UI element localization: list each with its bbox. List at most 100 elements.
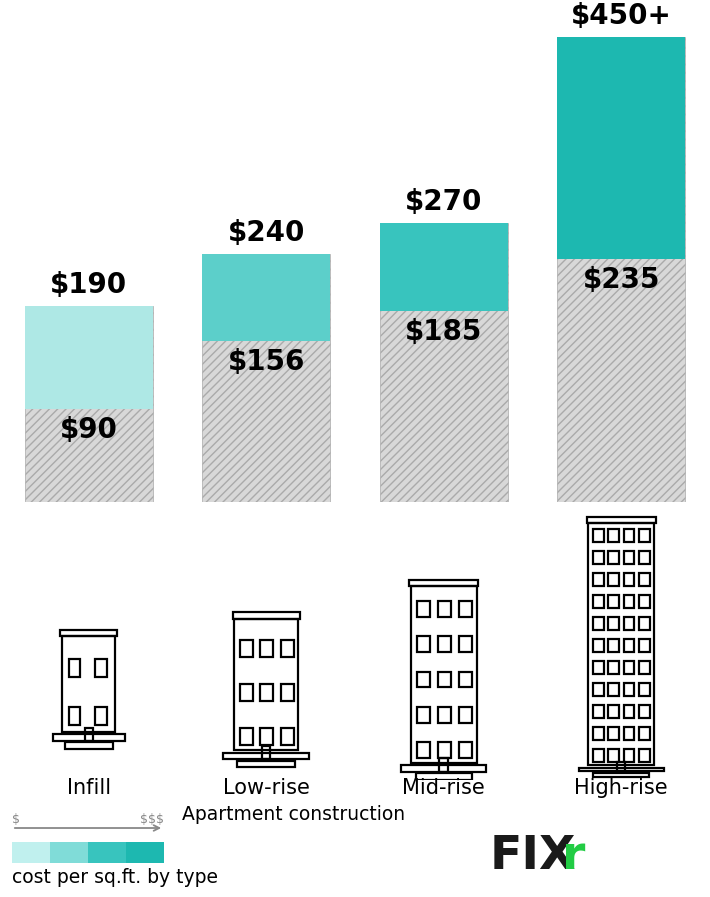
Bar: [623, 661, 635, 674]
Bar: [233, 612, 300, 619]
Bar: [62, 636, 115, 732]
Bar: [12, 841, 50, 863]
Bar: [60, 630, 117, 636]
Bar: [593, 529, 604, 542]
Bar: [380, 223, 508, 311]
Bar: [438, 743, 451, 758]
Bar: [593, 573, 604, 586]
Text: Mid-rise: Mid-rise: [403, 778, 485, 797]
Text: $156: $156: [228, 348, 305, 376]
Bar: [202, 254, 330, 502]
Bar: [459, 707, 472, 723]
Bar: [417, 636, 430, 652]
Bar: [459, 601, 472, 617]
Bar: [202, 254, 330, 341]
Bar: [639, 727, 650, 740]
Bar: [639, 529, 650, 542]
Bar: [25, 306, 153, 409]
Bar: [25, 306, 153, 502]
Bar: [639, 573, 650, 586]
Text: Low-rise: Low-rise: [223, 778, 310, 797]
Text: $190: $190: [50, 271, 127, 299]
Text: $185: $185: [405, 318, 482, 346]
Bar: [623, 551, 635, 563]
Bar: [401, 765, 486, 771]
Text: Infill: Infill: [67, 778, 111, 797]
Bar: [417, 743, 430, 758]
Bar: [459, 672, 472, 687]
Bar: [608, 617, 619, 630]
Text: $240: $240: [228, 219, 305, 248]
Bar: [53, 735, 125, 741]
Text: $450+: $450+: [571, 2, 672, 30]
Bar: [623, 595, 635, 608]
Bar: [593, 617, 604, 630]
Bar: [639, 661, 650, 674]
Bar: [439, 758, 448, 771]
Bar: [261, 640, 273, 658]
Bar: [50, 841, 88, 863]
Bar: [95, 708, 107, 725]
Bar: [240, 640, 253, 658]
Bar: [608, 750, 619, 762]
Bar: [608, 551, 619, 563]
Bar: [608, 640, 619, 652]
Bar: [223, 753, 310, 759]
Bar: [417, 601, 430, 617]
Bar: [557, 37, 685, 259]
Text: r: r: [562, 833, 585, 879]
Bar: [623, 750, 635, 762]
Text: $235: $235: [582, 266, 660, 294]
Bar: [417, 672, 430, 687]
Bar: [608, 727, 619, 740]
Bar: [281, 640, 294, 658]
Bar: [639, 684, 650, 696]
Bar: [623, 573, 635, 586]
Text: $$$: $$$: [140, 813, 164, 826]
Bar: [557, 37, 685, 502]
Bar: [65, 742, 113, 749]
Bar: [438, 707, 451, 723]
Bar: [380, 223, 508, 502]
Text: $: $: [12, 813, 20, 826]
Bar: [459, 743, 472, 758]
Bar: [639, 640, 650, 652]
Text: High-rise: High-rise: [574, 778, 668, 797]
Bar: [639, 750, 650, 762]
Bar: [608, 529, 619, 542]
Bar: [623, 529, 635, 542]
Text: Apartment construction: Apartment construction: [182, 805, 405, 824]
Bar: [68, 659, 80, 676]
Text: $90: $90: [60, 416, 118, 444]
Bar: [593, 661, 604, 674]
Bar: [639, 551, 650, 563]
Bar: [639, 705, 650, 718]
Bar: [623, 640, 635, 652]
Bar: [240, 684, 253, 701]
Bar: [68, 708, 80, 725]
Bar: [416, 773, 471, 779]
Bar: [639, 595, 650, 608]
Bar: [593, 684, 604, 696]
Bar: [459, 636, 472, 652]
Bar: [126, 841, 164, 863]
Bar: [261, 727, 273, 745]
Bar: [608, 661, 619, 674]
Bar: [438, 601, 451, 617]
Bar: [586, 518, 656, 523]
Bar: [281, 727, 294, 745]
Bar: [623, 727, 635, 740]
Bar: [617, 762, 626, 771]
Bar: [608, 573, 619, 586]
Bar: [237, 761, 295, 767]
Text: cost per sq.ft. by type: cost per sq.ft. by type: [12, 868, 218, 887]
Bar: [623, 617, 635, 630]
Bar: [608, 595, 619, 608]
Bar: [593, 551, 604, 563]
Bar: [409, 579, 479, 586]
Bar: [438, 672, 451, 687]
Bar: [623, 684, 635, 696]
Bar: [262, 746, 271, 759]
Bar: [438, 636, 451, 652]
Bar: [593, 640, 604, 652]
